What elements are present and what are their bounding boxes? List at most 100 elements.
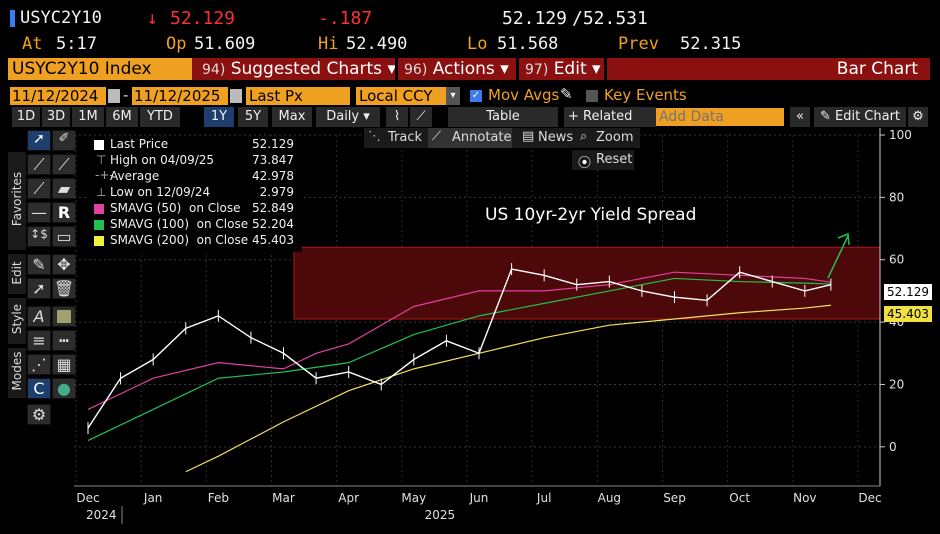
legend-swatch-sma50 (94, 204, 104, 214)
currency-dropdown-icon[interactable]: ▾ (446, 87, 460, 105)
edit-chart-label: Edit Chart (835, 109, 901, 124)
x-tick-label: Aug (598, 491, 621, 505)
move-tool-icon[interactable]: ✥ (52, 254, 76, 275)
track-icon[interactable]: ⋱ (368, 129, 381, 144)
style-tab[interactable]: Style (8, 298, 26, 344)
legend-value-sma50: 52.849 (252, 201, 294, 215)
line-pencil-tool-icon[interactable]: ✐ (52, 130, 76, 151)
fill-color-icon[interactable] (52, 306, 76, 327)
font-style-icon[interactable]: A (27, 306, 51, 327)
parallel-tool-icon[interactable]: ▰ (52, 178, 76, 199)
favorites-tab[interactable]: Favorites (8, 152, 26, 250)
suggested-charts-number: 94) (202, 62, 226, 78)
annotate-button-bg[interactable] (428, 128, 512, 148)
y-tick-label: 100 (889, 128, 912, 142)
annotate-button[interactable]: Annotate (452, 130, 512, 145)
legend-high-icon: ⊤ (96, 153, 107, 167)
channel-tool-icon[interactable]: ⟋ (27, 178, 51, 199)
horizontal-line-tool-icon[interactable]: — (27, 202, 51, 223)
green-arrow-annotation[interactable] (827, 232, 850, 279)
mov-avgs-label[interactable]: Mov Avgs (488, 86, 560, 104)
ticker-symbol: USYC2Y10 (20, 8, 102, 28)
mov-avgs-checkbox[interactable]: ✓ (470, 90, 482, 102)
period-5y[interactable]: 5Y (238, 107, 268, 127)
suggested-charts-menu[interactable]: 94) Suggested Charts ▾ (196, 58, 402, 80)
rectangle-tool-icon[interactable]: ▭ (52, 226, 76, 247)
key-events-label[interactable]: Key Events (604, 86, 687, 104)
reset-button[interactable]: ⦿ Reset (572, 150, 634, 171)
sma200-price-tag-text: 45.403 (887, 307, 929, 321)
color-palette-icon[interactable]: ● (52, 378, 76, 399)
command-bar: USYC2Y10 Index 94) Suggested Charts ▾ 96… (8, 58, 930, 80)
trendline-tool-icon[interactable]: ⟋ (27, 154, 51, 175)
frequency-selector[interactable]: Daily ▾ (316, 107, 380, 127)
period-1d[interactable]: 1D (12, 107, 40, 127)
fib-tool-icon[interactable]: ↕$ (27, 226, 51, 247)
modes-tab[interactable]: Modes (8, 348, 26, 398)
pointer-tool-icon[interactable]: ➚ (27, 130, 51, 151)
edit-chart-button[interactable]: ✎ Edit Chart (814, 107, 906, 127)
line-weight-icon[interactable]: ≡ (27, 330, 51, 351)
gear-icon[interactable]: ⚙ (27, 404, 51, 425)
end-date-field[interactable]: 11/12/2025 (132, 87, 228, 105)
select-tool-icon[interactable]: ➚ (27, 278, 51, 299)
legend-label-low: Low on 12/09/24 (110, 185, 211, 199)
y-tick-label: 20 (889, 377, 904, 391)
legend-value-sma100: 52.204 (252, 217, 294, 231)
ray-tool-icon[interactable]: ⟋ (52, 154, 76, 175)
divider-1 (395, 58, 398, 80)
add-data-input[interactable] (656, 108, 784, 126)
field-selector[interactable]: Last Px (246, 87, 350, 105)
period-max[interactable]: Max (272, 107, 312, 127)
key-events-checkbox[interactable] (586, 90, 598, 102)
x-tick-label: Dec (76, 491, 99, 505)
legend-label-sma50: SMAVG (50) on Close (110, 201, 241, 215)
chart-title: US 10yr-2yr Yield Spread (485, 205, 696, 225)
legend-average-icon: -+- (95, 168, 114, 182)
table-button[interactable]: Table (448, 107, 558, 127)
draw-tools-icon[interactable]: ⟋ (410, 107, 432, 127)
x-tick-label: Feb (208, 491, 229, 505)
legend-label-sma100: SMAVG (100) on Close (110, 217, 249, 231)
trash-tool-icon[interactable]: 🗑 (52, 278, 76, 299)
brush-tool-icon[interactable]: ✎ (27, 254, 51, 275)
low-label: Lo (467, 34, 488, 54)
period-1m[interactable]: 1M (72, 107, 104, 127)
line-chart-icon[interactable]: ⌇ (386, 107, 408, 127)
crosshair-mode-icon[interactable]: ⋰ (27, 354, 51, 375)
edit-menu[interactable]: 97) Edit ▾ (519, 58, 607, 80)
calendar-icon[interactable] (230, 89, 242, 103)
track-button[interactable]: Track (388, 130, 423, 145)
security-field-text: USYC2Y10 Index (12, 59, 152, 79)
currency-selector[interactable]: Local CCY (356, 87, 446, 105)
period-6m[interactable]: 6M (106, 107, 138, 127)
zoom-button[interactable]: Zoom (596, 130, 634, 145)
last-price-line (87, 268, 832, 429)
actions-menu[interactable]: 96) Actions ▾ (398, 58, 515, 80)
legend-value-average: 42.978 (252, 169, 294, 183)
edit-tab[interactable]: Edit (8, 254, 26, 294)
collapse-icon[interactable]: « (790, 107, 810, 127)
legend-label-high: High on 04/09/25 (110, 153, 215, 167)
cycle-mode-icon[interactable]: C (27, 378, 51, 399)
x-tick-label: Jul (536, 491, 551, 505)
edit-label: Edit ▾ (553, 59, 601, 79)
news-button[interactable]: News (538, 130, 574, 145)
grid-mode-icon[interactable]: ▦ (52, 354, 76, 375)
series-lines (87, 263, 832, 473)
last-price: 52.129 (170, 8, 236, 29)
y-tick-label: 80 (889, 190, 904, 204)
start-date-field[interactable]: 11/12/2024 (10, 87, 106, 105)
security-field[interactable]: USYC2Y10 Index (8, 58, 192, 80)
legend-low-icon: ⊥ (96, 185, 107, 199)
period-ytd[interactable]: YTD (140, 107, 180, 127)
legend-label-average: Average (110, 169, 160, 183)
period-3d[interactable]: 3D (42, 107, 70, 127)
field-selector-text: Last Px (249, 87, 303, 105)
pencil-icon[interactable]: ✎ (560, 85, 573, 103)
settings-gear-icon[interactable]: ⚙ (908, 107, 928, 127)
text-tool-icon[interactable]: R (52, 202, 76, 223)
period-1y[interactable]: 1Y (204, 107, 234, 127)
calendar-icon[interactable] (108, 89, 120, 103)
